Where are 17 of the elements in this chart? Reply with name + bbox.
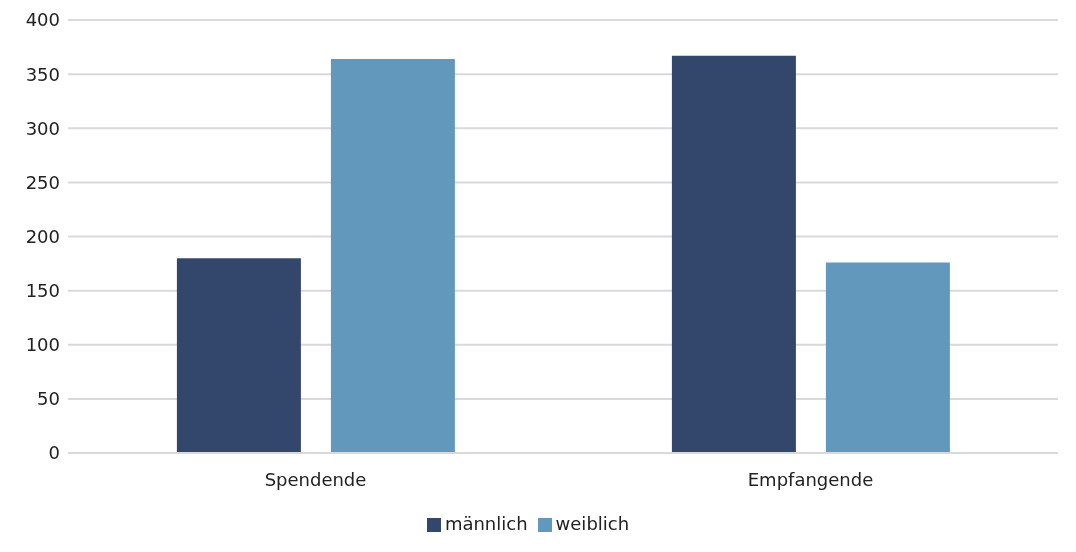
bar: [176, 258, 301, 453]
x-tick-label: Empfangende: [747, 468, 874, 490]
y-tick-label: 300: [25, 117, 60, 139]
y-tick-label: 150: [25, 280, 60, 302]
bar: [825, 262, 950, 453]
y-tick-label: 400: [25, 9, 60, 31]
legend-label: männlich: [444, 513, 528, 534]
y-tick-label: 350: [25, 63, 60, 85]
y-tick-label: 0: [48, 442, 60, 464]
y-tick-label: 250: [25, 171, 60, 193]
bar: [671, 55, 796, 453]
y-tick-label: 200: [25, 225, 60, 247]
x-tick-label: Spendende: [264, 468, 367, 490]
bar: [330, 58, 455, 453]
y-tick-label: 50: [37, 388, 60, 410]
y-tick-label: 100: [25, 334, 60, 356]
legend-label: weiblich: [555, 513, 630, 534]
